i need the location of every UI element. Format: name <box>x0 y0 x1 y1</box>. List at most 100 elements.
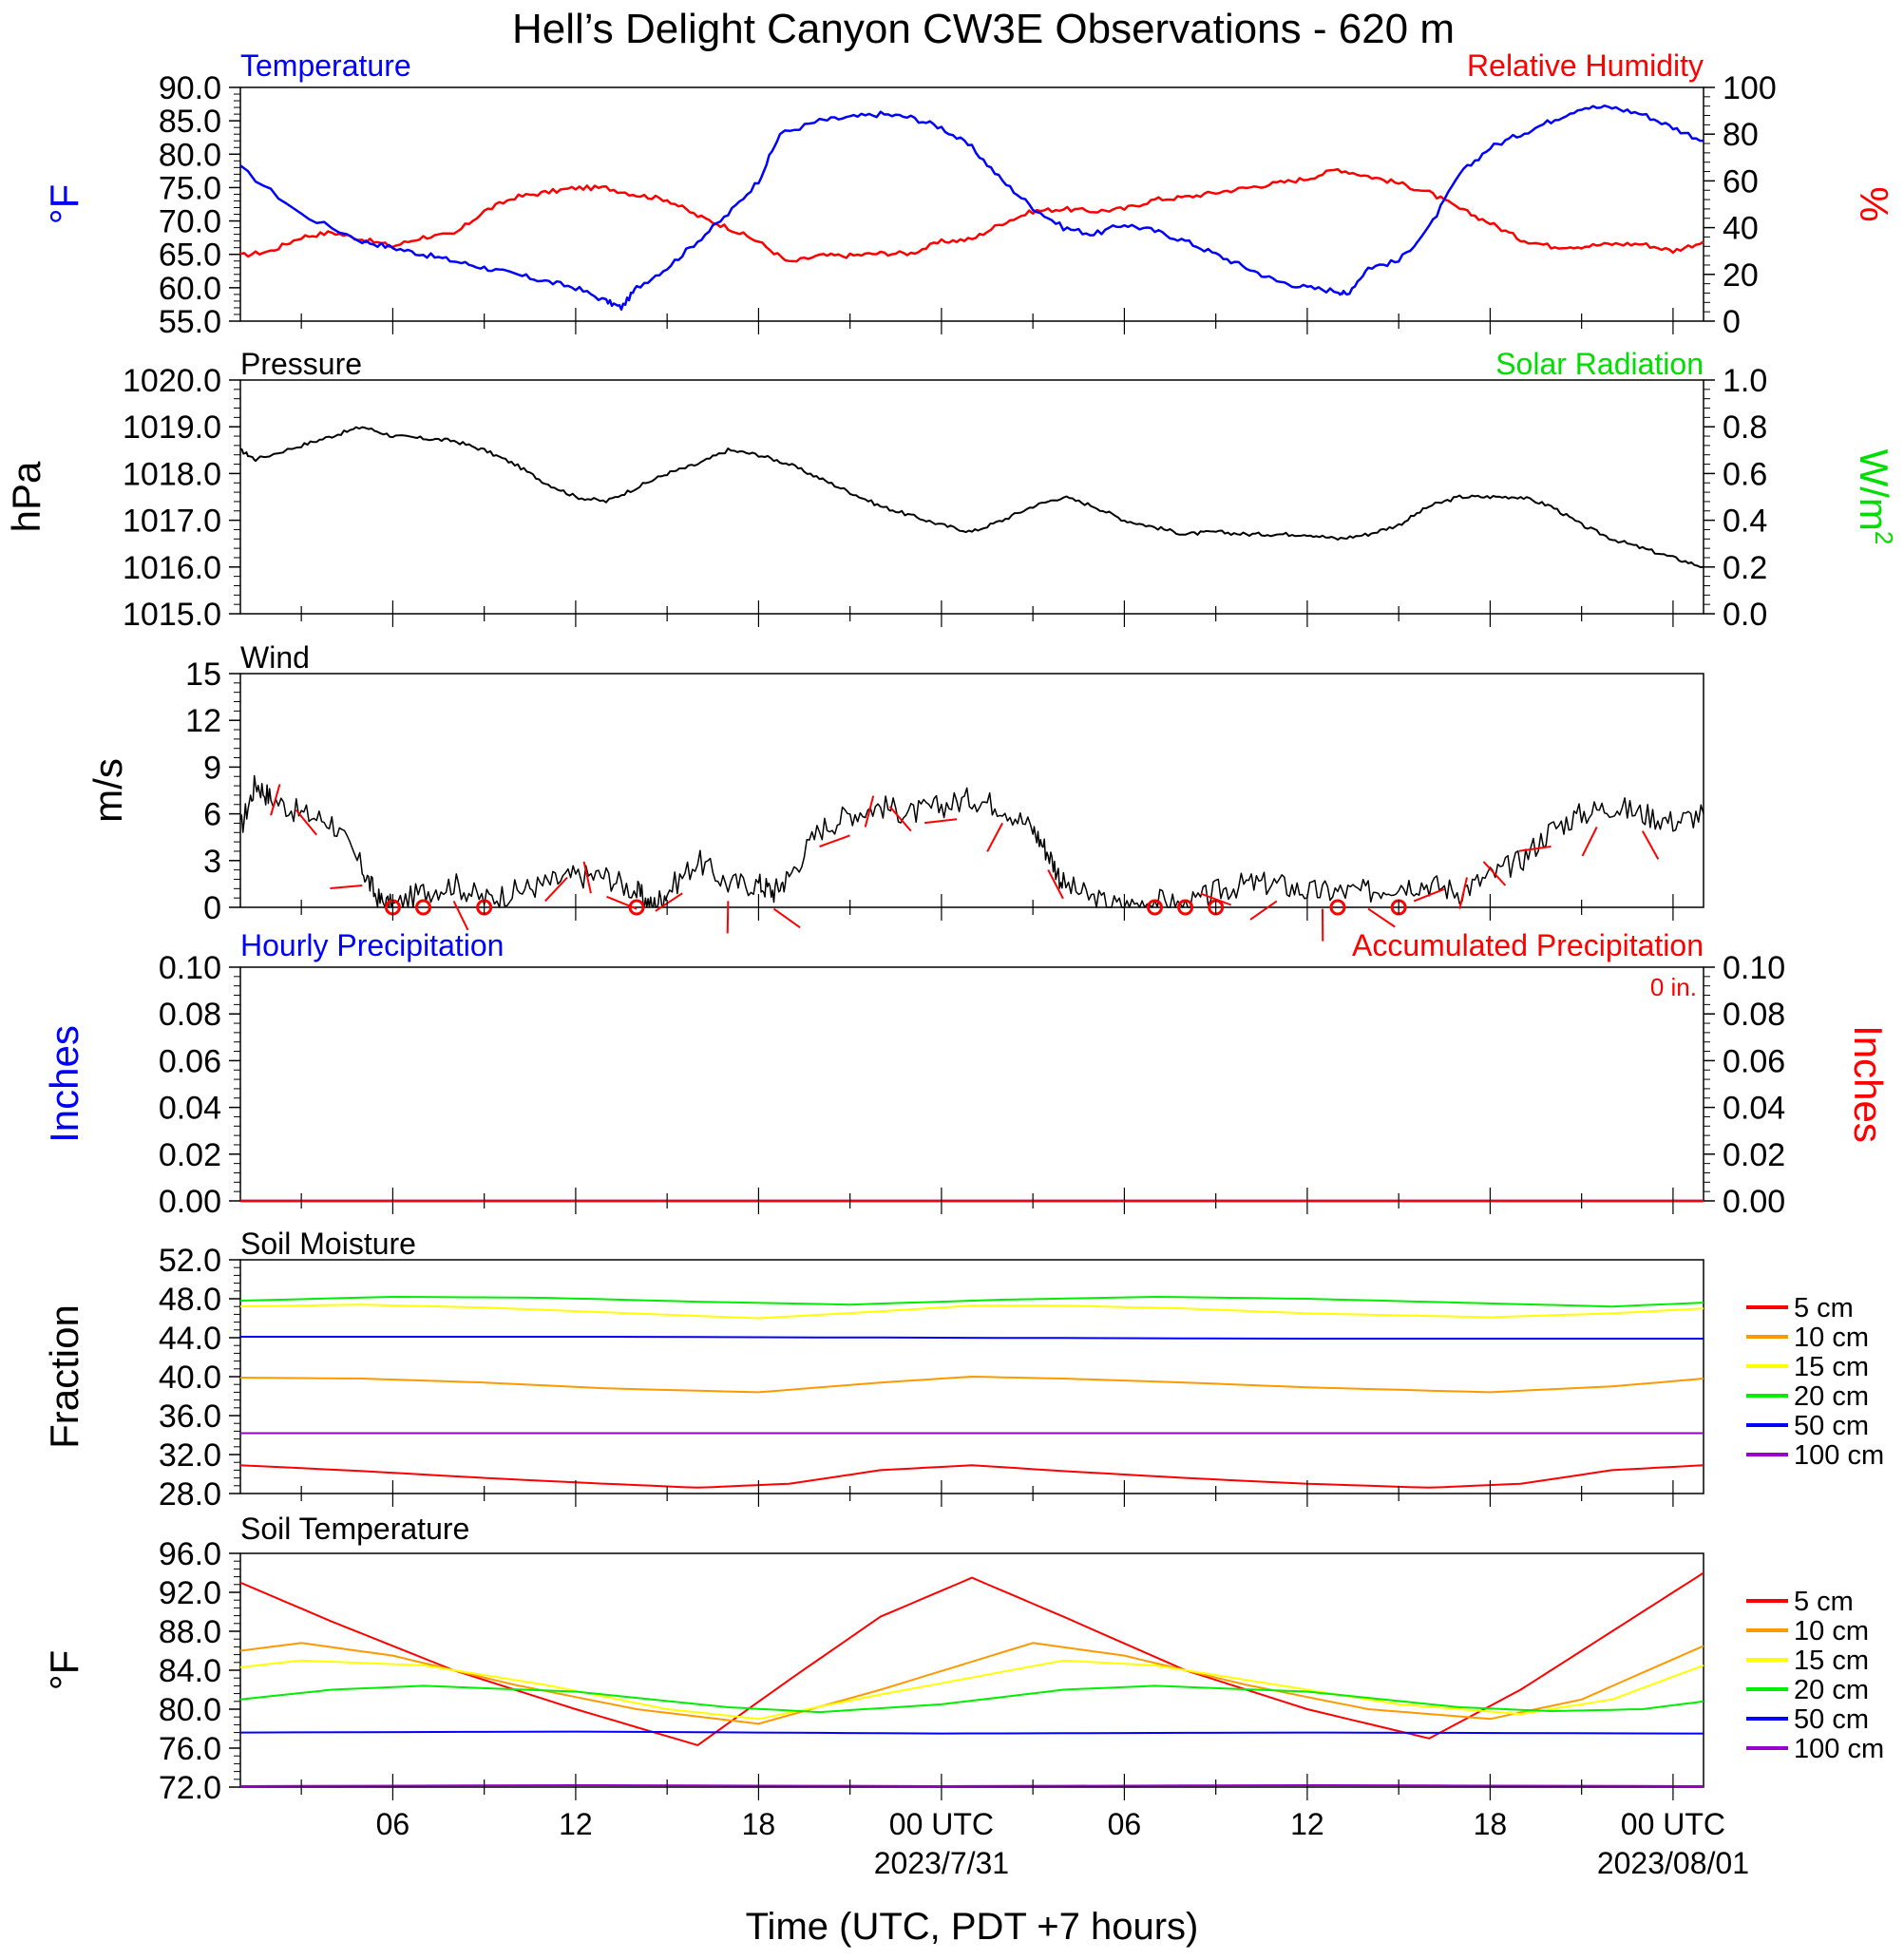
wind-barb <box>1250 901 1277 920</box>
right-tick-label: 40 <box>1723 211 1759 247</box>
humidity-unit: % <box>1852 186 1896 221</box>
left-tick-label: 80.0 <box>159 1692 221 1728</box>
temperature-frame <box>240 87 1704 321</box>
accum-precip-total: 0 in. <box>1650 973 1697 1001</box>
soil-temperature-frame <box>240 1553 1704 1787</box>
x-tick-label: 12 <box>1290 1807 1324 1841</box>
precip-frame <box>240 967 1704 1201</box>
left-tick-label: 60.0 <box>159 271 221 307</box>
left-tick-label: 76.0 <box>159 1731 221 1767</box>
legend-label: 100 cm <box>1794 1440 1884 1471</box>
chart-title: Hell’s Delight Canyon CW3E Observations … <box>512 6 1455 52</box>
legend-label: 15 cm <box>1794 1352 1869 1382</box>
left-tick-label: 65.0 <box>159 238 221 274</box>
temperature-unit: °F <box>42 184 86 224</box>
left-tick-label: 15 <box>185 657 221 693</box>
temperature-label: Temperature <box>240 48 411 83</box>
left-tick-label: 48.0 <box>159 1282 221 1318</box>
right-tick-label: 0.00 <box>1723 1184 1785 1220</box>
x-date-label: 2023/7/31 <box>874 1846 1009 1880</box>
left-tick-label: 0.06 <box>159 1043 221 1079</box>
solar-unit-base: W/m <box>1852 449 1896 531</box>
legend-label: 10 cm <box>1794 1616 1869 1646</box>
wind-barb <box>454 901 468 930</box>
left-tick-label: 32.0 <box>159 1437 221 1474</box>
series-line-relative-humidity <box>240 169 1704 261</box>
left-tick-label: 0 <box>203 890 221 926</box>
left-tick-label: 1020.0 <box>123 363 221 399</box>
left-tick-label: 52.0 <box>159 1243 221 1279</box>
left-tick-label: 40.0 <box>159 1360 221 1396</box>
left-tick-label: 80.0 <box>159 137 221 173</box>
series-line-wind-speed <box>240 776 1704 908</box>
x-tick-label: 06 <box>376 1807 410 1841</box>
legend-label: 5 cm <box>1794 1587 1854 1617</box>
left-tick-label: 44.0 <box>159 1321 221 1357</box>
left-tick-label: 0.08 <box>159 997 221 1033</box>
left-tick-label: 90.0 <box>159 70 221 106</box>
soil-moisture-unit: Fraction <box>42 1304 86 1449</box>
series-line-temperature <box>240 105 1704 310</box>
solar-unit: W/m2 <box>1852 449 1898 545</box>
wind-barb <box>1643 831 1658 860</box>
legend-label: 20 cm <box>1794 1675 1869 1705</box>
solar-label: Solar Radiation <box>1495 347 1704 381</box>
wind-barb <box>1368 909 1395 927</box>
accum-precip-label: Accumulated Precipitation <box>1352 928 1704 962</box>
x-tick-label: 00 UTC <box>1621 1807 1725 1841</box>
left-tick-label: 72.0 <box>159 1770 221 1806</box>
hourly-precip-label: Hourly Precipitation <box>240 928 504 962</box>
left-tick-label: 1019.0 <box>123 409 221 446</box>
right-tick-label: 0.4 <box>1723 504 1767 540</box>
left-tick-label: 3 <box>203 844 221 880</box>
wind-barb <box>330 885 362 888</box>
left-tick-label: 92.0 <box>159 1575 221 1611</box>
legend-label: 100 cm <box>1794 1734 1884 1764</box>
wind-barb <box>866 796 874 828</box>
left-tick-label: 1018.0 <box>123 456 221 492</box>
right-tick-label: 0.04 <box>1723 1091 1785 1127</box>
wind-barb <box>1459 877 1467 908</box>
wind-frame <box>240 674 1704 907</box>
left-tick-label: 1016.0 <box>123 550 221 586</box>
wind-barb <box>987 823 1002 851</box>
soil-temperature-label: Soil Temperature <box>240 1512 469 1546</box>
solar-unit-sup: 2 <box>1870 531 1898 544</box>
series-line-15-cm <box>240 1661 1704 1720</box>
series-line-50-cm <box>240 1337 1704 1339</box>
left-tick-label: 36.0 <box>159 1399 221 1435</box>
left-tick-label: 0.00 <box>159 1184 221 1220</box>
left-tick-label: 0.04 <box>159 1091 221 1127</box>
right-tick-label: 0 <box>1723 304 1741 340</box>
series-line-20-cm <box>240 1685 1704 1712</box>
left-tick-label: 6 <box>203 797 221 833</box>
x-date-label: 2023/08/01 <box>1597 1846 1749 1880</box>
left-tick-label: 75.0 <box>159 170 221 206</box>
wind-barb <box>271 785 279 816</box>
left-tick-label: 12 <box>185 703 221 739</box>
right-tick-label: 0.6 <box>1723 456 1767 492</box>
left-tick-label: 85.0 <box>159 104 221 140</box>
right-tick-label: 1.0 <box>1723 363 1767 399</box>
left-tick-label: 1015.0 <box>123 597 221 633</box>
series-line-50-cm <box>240 1732 1704 1734</box>
x-tick-label: 18 <box>742 1807 776 1841</box>
right-tick-label: 0.02 <box>1723 1137 1785 1173</box>
series-line-100-cm <box>240 1785 1704 1786</box>
legend-label: 15 cm <box>1794 1646 1869 1676</box>
legend-label: 50 cm <box>1794 1704 1869 1735</box>
soil-moisture-label: Soil Moisture <box>240 1227 416 1261</box>
wind-barb <box>728 901 729 933</box>
soil-temperature-panel: Soil Temperature °F 96.092.088.084.080.0… <box>42 1512 1884 1806</box>
x-tick-label: 06 <box>1108 1807 1142 1841</box>
soil-temperature-unit: °F <box>42 1650 86 1690</box>
series-line-10-cm <box>240 1377 1704 1392</box>
right-tick-label: 80 <box>1723 117 1759 153</box>
x-tick-label: 18 <box>1474 1807 1508 1841</box>
series-line-15-cm <box>240 1304 1704 1318</box>
legend-label: 5 cm <box>1794 1293 1854 1323</box>
humidity-label: Relative Humidity <box>1467 48 1704 83</box>
